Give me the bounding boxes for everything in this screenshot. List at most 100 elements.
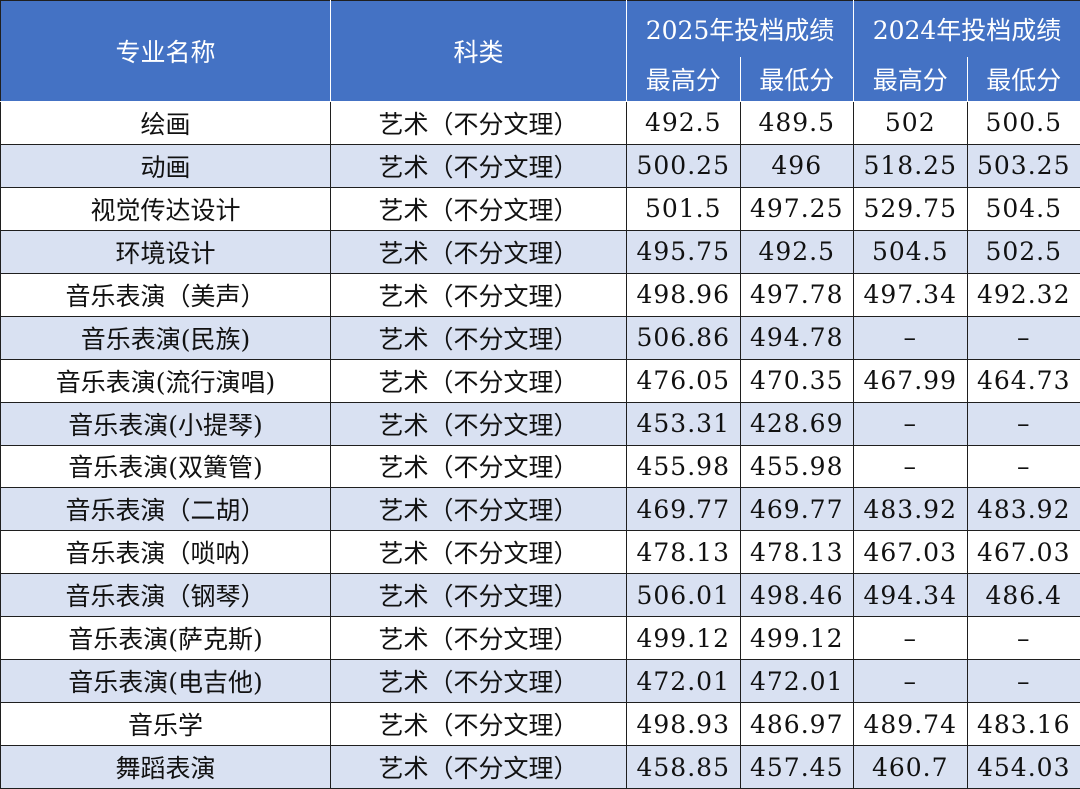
score-2025-min-cell: 428.69 [739,401,854,446]
score-2024-min-cell: 502.5 [966,229,1080,274]
score-2025-max-cell: 492.5 [626,101,741,145]
major-cell: 音乐表演(小提琴) [0,401,331,446]
score-2025-min-cell: 496 [739,143,854,188]
table-body: 绘画 艺术（不分文理） 492.5 489.5 502 500.5 动画 艺术（不分文理） 50… [0,101,1080,789]
score-2025-min-cell: 455.98 [739,444,854,489]
header-2024-min: 最低分 [966,57,1080,102]
score-2025-min-cell: 492.5 [739,229,854,274]
score-2025-max-cell: 500.25 [626,143,741,188]
table-row: 视觉传达设计 艺术（不分文理） 501.5 497.25 529.75 504.5 [0,186,1080,231]
category-cell: 艺术（不分文理） [330,530,627,575]
score-2025-max-cell: 499.12 [626,616,741,661]
score-2024-min-cell: – [966,401,1080,446]
score-2024-min-cell: 504.5 [966,186,1080,231]
score-2024-max-cell: 504.5 [853,229,968,274]
header-category: 科类 [330,0,627,102]
score-2024-max-cell: 483.92 [853,487,968,532]
major-cell: 音乐表演(民族) [0,315,331,360]
major-cell: 音乐学 [0,702,331,747]
score-2024-min-cell: – [966,444,1080,489]
category-cell: 艺术（不分文理） [330,573,627,618]
table-row: 音乐表演（钢琴） 艺术（不分文理） 506.01 498.46 494.34 486.4 [0,573,1080,618]
score-2025-min-cell: 470.35 [739,358,854,403]
score-2024-max-cell: 494.34 [853,573,968,618]
major-cell: 环境设计 [0,229,331,274]
score-2025-min-cell: 494.78 [739,315,854,360]
score-2025-max-cell: 453.31 [626,401,741,446]
table-row: 舞蹈表演 艺术（不分文理） 458.85 457.45 460.7 454.03 [0,745,1080,789]
header-2025-group: 2025年投档成绩 [626,0,854,57]
major-cell: 音乐表演(电吉他) [0,659,331,704]
score-2025-min-cell: 457.45 [739,745,854,789]
major-cell: 音乐表演(萨克斯) [0,616,331,661]
score-2024-min-cell: 467.03 [966,530,1080,575]
score-2024-max-cell: – [853,659,968,704]
category-cell: 艺术（不分文理） [330,401,627,446]
major-cell: 视觉传达设计 [0,186,331,231]
category-cell: 艺术（不分文理） [330,272,627,317]
major-cell: 舞蹈表演 [0,745,331,789]
score-2025-min-cell: 497.78 [739,272,854,317]
score-2024-max-cell: – [853,315,968,360]
header-2024-max: 最高分 [853,57,968,102]
score-2025-max-cell: 498.93 [626,702,741,747]
category-cell: 艺术（不分文理） [330,358,627,403]
score-2024-min-cell: 503.25 [966,143,1080,188]
score-2024-min-cell: – [966,616,1080,661]
table-row: 音乐表演（唢呐） 艺术（不分文理） 478.13 478.13 467.03 467.03 [0,530,1080,575]
major-cell: 音乐表演（美声） [0,272,331,317]
category-cell: 艺术（不分文理） [330,745,627,789]
category-cell: 艺术（不分文理） [330,229,627,274]
score-2025-max-cell: 472.01 [626,659,741,704]
header-2025-max: 最高分 [626,57,741,102]
category-cell: 艺术（不分文理） [330,315,627,360]
table-row: 音乐表演(萨克斯) 艺术（不分文理） 499.12 499.12– – [0,616,1080,661]
score-2025-max-cell: 478.13 [626,530,741,575]
score-2024-min-cell: 483.92 [966,487,1080,532]
score-2024-max-cell: – [853,616,968,661]
table-header: 专业名称 科类 2025年投档成绩 2024年投档成绩 最高分 最低分 最高分 … [0,0,1080,102]
score-2025-max-cell: 506.86 [626,315,741,360]
score-2025-max-cell: 498.96 [626,272,741,317]
score-2024-max-cell: 502 [853,101,968,145]
score-2024-min-cell: 486.4 [966,573,1080,618]
score-2024-min-cell: – [966,659,1080,704]
score-2024-min-cell: 483.16 [966,702,1080,747]
score-2024-max-cell: 497.34 [853,272,968,317]
score-2024-min-cell: 492.32 [966,272,1080,317]
table-row: 绘画 艺术（不分文理） 492.5 489.5 502 500.5 [0,101,1080,145]
score-2024-max-cell: 489.74 [853,702,968,747]
table-row: 音乐表演(电吉他) 艺术（不分文理） 472.01 472.01– – [0,659,1080,704]
score-2024-max-cell: – [853,401,968,446]
table-row: 音乐表演(民族) 艺术（不分文理） 506.86 494.78– – [0,315,1080,360]
score-2024-max-cell: 467.99 [853,358,968,403]
category-cell: 艺术（不分文理） [330,186,627,231]
score-2024-max-cell: – [853,444,968,489]
table-row: 音乐学 艺术（不分文理） 498.93 486.97 489.74 483.16 [0,702,1080,747]
score-2025-min-cell: 469.77 [739,487,854,532]
category-cell: 艺术（不分文理） [330,444,627,489]
score-2025-max-cell: 458.85 [626,745,741,789]
category-cell: 艺术（不分文理） [330,659,627,704]
score-2025-max-cell: 455.98 [626,444,741,489]
major-cell: 绘画 [0,101,331,145]
score-2025-max-cell: 506.01 [626,573,741,618]
category-cell: 艺术（不分文理） [330,616,627,661]
header-major: 专业名称 [0,0,331,102]
score-2025-min-cell: 499.12 [739,616,854,661]
table-row: 音乐表演(小提琴) 艺术（不分文理） 453.31 428.69– – [0,401,1080,446]
score-2025-max-cell: 501.5 [626,186,741,231]
score-2025-min-cell: 478.13 [739,530,854,575]
score-2025-max-cell: 476.05 [626,358,741,403]
major-cell: 动画 [0,143,331,188]
score-2025-min-cell: 498.46 [739,573,854,618]
score-2024-min-cell: 454.03 [966,745,1080,789]
score-2024-max-cell: 529.75 [853,186,968,231]
score-2024-min-cell: 464.73 [966,358,1080,403]
table-row: 动画 艺术（不分文理） 500.25 496 518.25 503.25 [0,143,1080,188]
score-2024-max-cell: 518.25 [853,143,968,188]
score-2025-max-cell: 495.75 [626,229,741,274]
major-cell: 音乐表演（唢呐） [0,530,331,575]
major-cell: 音乐表演（钢琴） [0,573,331,618]
major-cell: 音乐表演(流行演唱) [0,358,331,403]
